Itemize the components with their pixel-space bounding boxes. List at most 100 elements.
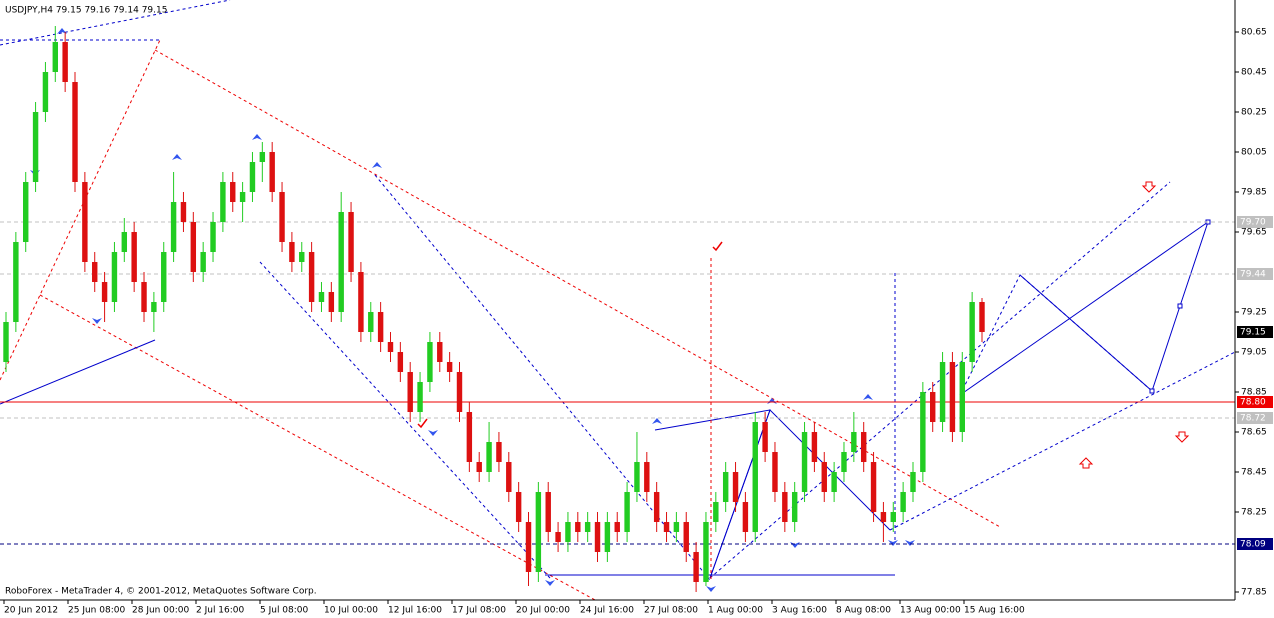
x-tick-label: 20 Jun 2012: [4, 606, 58, 616]
candle-body: [92, 262, 98, 282]
candle-body: [161, 252, 167, 302]
candle-body: [860, 432, 867, 462]
candle-body: [151, 302, 157, 312]
x-tick-label: 1 Aug 00:00: [708, 606, 763, 616]
candle-body: [811, 432, 818, 462]
candle-body: [772, 452, 778, 492]
candle-body: [407, 372, 413, 412]
level-box: [1237, 396, 1273, 408]
level-label: 78.80: [1240, 398, 1266, 408]
candle-body: [141, 282, 147, 312]
candle-body: [870, 462, 877, 512]
candle-body: [180, 202, 187, 222]
candle-body: [496, 442, 502, 462]
candle-body: [170, 202, 177, 252]
candle-body: [466, 412, 473, 462]
x-tick-label: 24 Jul 16:00: [580, 606, 634, 616]
candle-body: [289, 242, 295, 262]
level-label: 79.15: [1240, 328, 1266, 338]
trend-line: [959, 221, 1209, 396]
candle-body: [200, 252, 206, 272]
candle-body: [742, 502, 749, 532]
candle-body: [713, 502, 719, 522]
candle-body: [506, 462, 512, 492]
x-tick-label: 27 Jul 08:00: [644, 606, 698, 616]
candle-body: [929, 392, 936, 422]
candle-body: [900, 492, 906, 512]
level-label: 79.44: [1240, 270, 1266, 280]
candle-body: [190, 222, 197, 272]
y-tick-label: 78.85: [1241, 388, 1267, 398]
candle-body: [387, 342, 394, 352]
candle-body: [299, 252, 305, 262]
level-box: [1237, 216, 1273, 228]
candle-body: [318, 292, 325, 302]
candle-body: [545, 492, 551, 532]
candle-body: [3, 322, 9, 362]
x-tick-label: 3 Aug 16:00: [772, 606, 827, 616]
candle-body: [644, 462, 650, 492]
chart-header: USDJPY,H4 79.15 79.16 79.14 79.15: [5, 6, 167, 16]
candle-body: [437, 342, 443, 362]
candle-body: [230, 182, 236, 202]
candle-body: [880, 512, 887, 522]
level-label: 78.72: [1240, 414, 1266, 424]
candle-body: [476, 462, 482, 472]
candle-body: [52, 42, 59, 72]
y-tick-label: 78.65: [1241, 428, 1267, 438]
candle-body: [239, 192, 246, 202]
candle-body: [920, 392, 926, 472]
candle-body: [121, 232, 128, 252]
x-tick-label: 5 Jul 08:00: [260, 606, 309, 616]
y-tick-label: 79.25: [1241, 308, 1267, 318]
check-mark: [417, 418, 428, 429]
candle-body: [269, 152, 275, 192]
candle-body: [604, 522, 611, 552]
candle-body: [13, 242, 19, 322]
candle-body: [683, 522, 689, 552]
y-tick-label: 77.85: [1241, 588, 1267, 598]
candle-body: [82, 182, 88, 262]
candle-body: [515, 492, 522, 522]
candle-body: [624, 492, 630, 532]
candle-body: [328, 292, 335, 312]
candle-body: [220, 182, 226, 222]
candle-body: [722, 472, 729, 502]
level-box: [1237, 268, 1273, 280]
candle-body: [979, 302, 985, 332]
y-tick-label: 80.65: [1241, 28, 1267, 38]
candle-body: [959, 362, 965, 432]
y-tick-label: 79.05: [1241, 348, 1267, 358]
candle-body: [732, 472, 739, 502]
node: [1177, 303, 1183, 309]
candle-body: [338, 212, 344, 312]
trend-line: [0, 39, 161, 381]
candle-body: [42, 72, 49, 112]
candle-body: [565, 522, 571, 542]
candle-body: [23, 182, 29, 242]
level-box: [1237, 538, 1273, 550]
check-mark: [712, 241, 723, 252]
candle-body: [555, 532, 561, 542]
candle-body: [634, 462, 640, 492]
x-tick-label: 12 Jul 16:00: [388, 606, 442, 616]
forecast-line: [959, 274, 1153, 396]
candle-body: [210, 222, 216, 252]
candle-body: [427, 342, 433, 382]
x-tick-label: 17 Jul 08:00: [452, 606, 506, 616]
x-tick-label: 8 Aug 08:00: [836, 606, 891, 616]
x-tick-label: 25 Jun 08:00: [68, 606, 125, 616]
candle-body: [752, 422, 758, 532]
candle-body: [486, 442, 492, 472]
candle-body: [131, 232, 137, 282]
x-tick-label: 10 Jul 00:00: [324, 606, 378, 616]
x-tick-label: 2 Jul 16:00: [196, 606, 245, 616]
candle-body: [101, 282, 108, 302]
trend-line: [0, 339, 156, 405]
y-tick-label: 79.65: [1241, 228, 1267, 238]
node: [1149, 388, 1155, 394]
up-arrow: [1078, 457, 1094, 469]
candle-body: [693, 552, 699, 582]
y-tick-label: 80.45: [1241, 68, 1267, 78]
